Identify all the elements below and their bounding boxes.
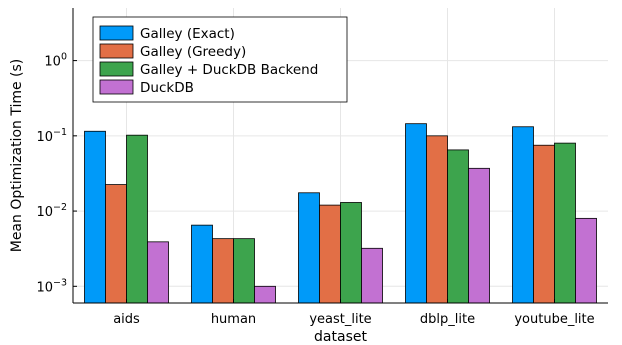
- y-ticks: 10−3 10−2 10−1 100: [36, 52, 77, 295]
- y-tick-label: 100: [44, 52, 67, 70]
- bar-youtube_lite-1: [533, 144, 555, 304]
- bar-aids-0: [84, 130, 106, 304]
- legend-box: [92, 16, 348, 103]
- legend-label: Galley (Greedy): [140, 44, 246, 60]
- legend-label: Galley (Exact): [140, 26, 235, 42]
- bar-dblp_lite-2: [447, 149, 469, 304]
- bar-dblp_lite-3: [468, 167, 490, 304]
- bar-yeast_lite-0: [298, 192, 320, 304]
- y-tick-label: 10−3: [36, 277, 67, 295]
- legend-swatch: [99, 25, 134, 41]
- x-ticks: aids human yeast_lite dblp_lite youtube_lite: [113, 299, 595, 327]
- bar-dblp_lite-1: [426, 135, 448, 304]
- bar-aids-3: [147, 241, 169, 304]
- y-tick-label: 10−1: [36, 127, 67, 145]
- bar-aids-2: [126, 134, 148, 304]
- bar-human-0: [191, 224, 213, 304]
- y-axis-label: Mean Optimization Time (s): [9, 59, 25, 253]
- bar-dblp_lite-0: [405, 123, 427, 304]
- bar-youtube_lite-2: [554, 142, 576, 304]
- x-tick-label: youtube_lite: [514, 312, 594, 327]
- legend-swatch: [99, 79, 134, 95]
- x-tick-label: aids: [113, 312, 140, 327]
- y-tick-label: 10−2: [36, 202, 67, 220]
- x-tick-label: human: [211, 312, 256, 327]
- bar-yeast_lite-1: [319, 204, 341, 304]
- bar-yeast_lite-3: [361, 247, 383, 304]
- bar-youtube_lite-3: [575, 217, 597, 304]
- bar-yeast_lite-2: [340, 202, 362, 304]
- legend-swatch: [99, 61, 134, 77]
- bar-human-1: [212, 238, 234, 304]
- x-tick-label: yeast_lite: [309, 312, 371, 327]
- legend-swatch: [99, 43, 134, 59]
- bar-human-3: [254, 285, 276, 304]
- bar-youtube_lite-0: [512, 126, 534, 304]
- x-tick-label: dblp_lite: [420, 312, 475, 327]
- legend-label: Galley + DuckDB Backend: [140, 62, 318, 78]
- bar-aids-1: [105, 184, 127, 304]
- legend: Galley (Exact) Galley (Greedy) Galley + Du…: [92, 16, 348, 103]
- x-axis-label: dataset: [314, 329, 367, 345]
- bars: [84, 123, 597, 304]
- bar-human-2: [233, 238, 255, 304]
- legend-label: DuckDB: [140, 80, 194, 96]
